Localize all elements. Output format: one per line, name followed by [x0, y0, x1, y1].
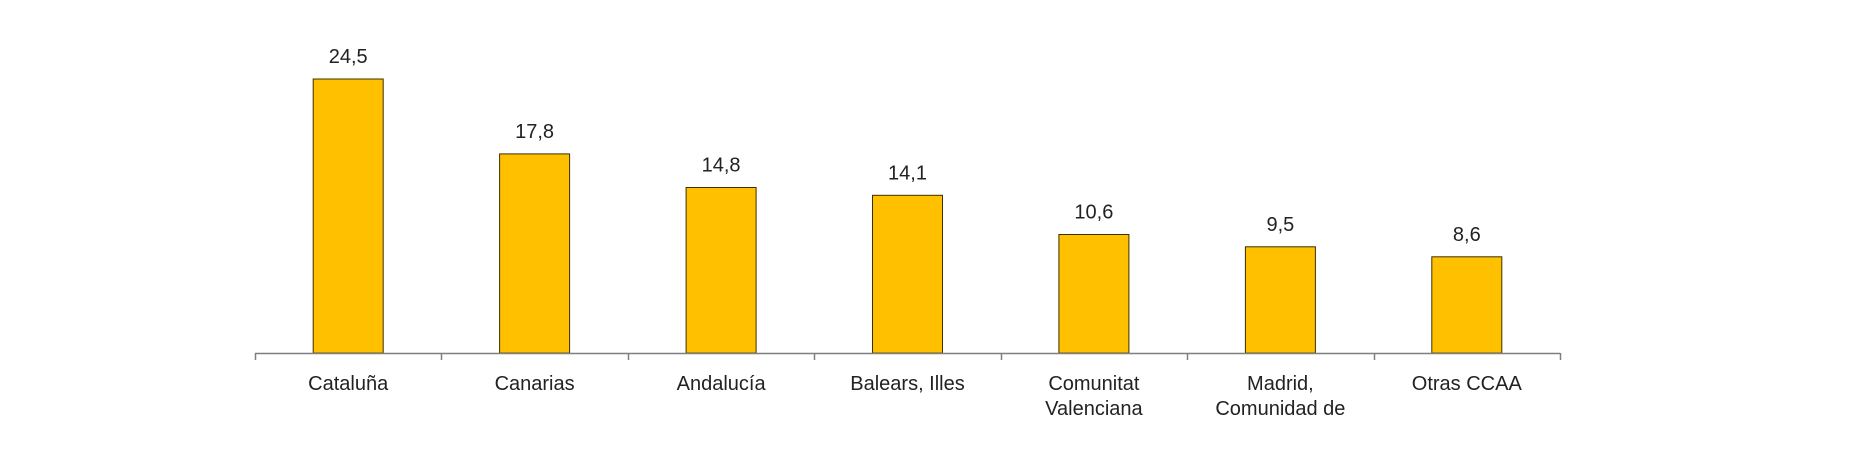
x-tick-label: Madrid, — [1247, 373, 1314, 395]
bar — [499, 153, 571, 354]
data-label: 9,5 — [1266, 214, 1294, 236]
data-label: 8,6 — [1453, 224, 1481, 246]
bar — [872, 194, 943, 354]
x-tick-label: Cataluña — [308, 373, 389, 395]
data-label: 17,8 — [515, 121, 554, 143]
x-tick-label: Balears, Illes — [850, 373, 965, 395]
bar — [685, 187, 757, 354]
data-label: 14,1 — [888, 162, 927, 184]
x-tick-label: Canarias — [495, 373, 575, 395]
x-tick-label: Otras CCAA — [1412, 373, 1523, 395]
x-tick-label: Valenciana — [1045, 398, 1143, 420]
bars-layer — [312, 78, 1503, 354]
bar — [1244, 246, 1316, 354]
x-tick-label: Andalucía — [677, 373, 767, 395]
x-tick-label: Comunitat — [1048, 373, 1140, 395]
bar — [312, 78, 384, 354]
data-label: 14,8 — [702, 155, 741, 177]
data-label: 24,5 — [329, 46, 368, 68]
x-tick-label: Comunidad de — [1215, 398, 1345, 420]
bar — [1431, 256, 1503, 354]
bar — [1058, 234, 1130, 354]
x-axis — [254, 352, 1562, 360]
data-label: 10,6 — [1074, 202, 1113, 224]
labels-layer: 24,5 Cataluña 17,8 Canarias 14,8 Andalucía 14,… — [308, 46, 1522, 420]
